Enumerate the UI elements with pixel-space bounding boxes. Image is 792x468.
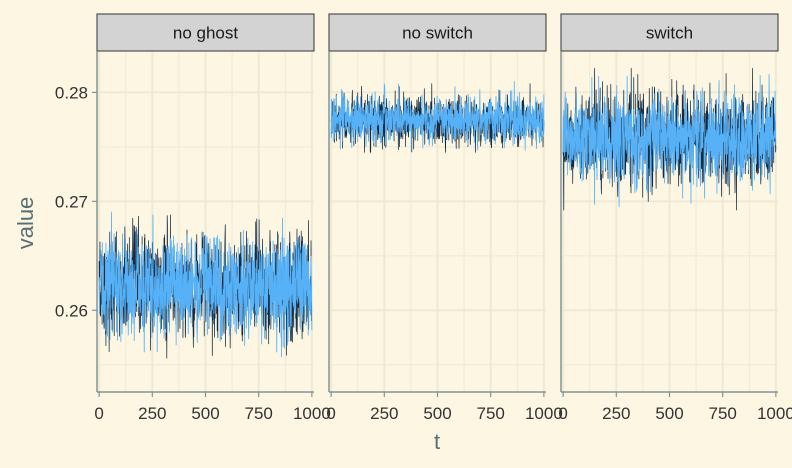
- facet-strip: [328, 13, 547, 52]
- x-tick-label: 750: [244, 404, 272, 423]
- facet-switch: switch 0 250 500 750 1000: [558, 13, 792, 423]
- series-line-2: [562, 74, 777, 208]
- facet-no-switch: no switch 0 250 500 750 1000: [326, 13, 563, 423]
- facet-strip-label: no switch: [402, 24, 473, 43]
- y-tick-label: 0.28: [55, 83, 88, 102]
- facet-strip: [560, 13, 779, 52]
- x-tick-label: 1000: [293, 404, 331, 423]
- x-tick-label: 1000: [525, 404, 563, 423]
- facet-panels: no ghost 0 250 500 750 1000 no switch 0 250 500 75…: [94, 13, 792, 423]
- x-tick-label: 500: [191, 404, 219, 423]
- series-line-2: [330, 81, 545, 151]
- x-tick-label: 250: [370, 404, 398, 423]
- facet-strip: [96, 13, 315, 52]
- series-line-2: [98, 211, 313, 358]
- facet-no-ghost: no ghost 0 250 500 750 1000: [94, 13, 331, 423]
- x-tick-label: 500: [423, 404, 451, 423]
- x-tick-label: 1000: [757, 404, 792, 423]
- x-tick-label: 250: [602, 404, 630, 423]
- facet-strip-label: switch: [646, 24, 693, 43]
- x-tick-label: 0: [326, 404, 335, 423]
- x-tick-label: 750: [708, 404, 736, 423]
- x-axis-title: t: [434, 429, 440, 454]
- x-tick-label: 0: [558, 404, 567, 423]
- y-axis-title: value: [13, 197, 38, 250]
- y-axis: 0.26 0.27 0.28: [55, 83, 97, 320]
- x-tick-label: 250: [138, 404, 166, 423]
- x-tick-label: 0: [94, 404, 103, 423]
- facet-strip-label: no ghost: [173, 24, 238, 43]
- y-tick-label: 0.26: [55, 301, 88, 320]
- x-tick-label: 500: [655, 404, 683, 423]
- y-tick-label: 0.27: [55, 192, 88, 211]
- x-tick-label: 750: [476, 404, 504, 423]
